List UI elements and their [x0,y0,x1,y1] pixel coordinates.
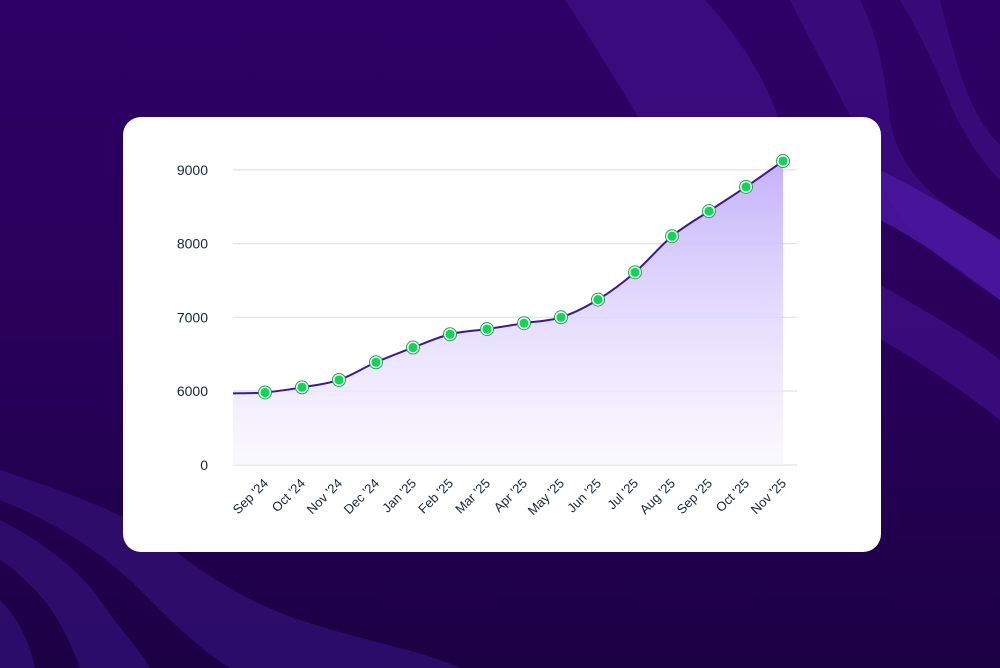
data-point-dot [630,267,640,277]
data-markers [258,154,790,400]
data-point-dot [445,329,455,339]
x-tick-label: Nov '24 [304,476,345,517]
y-tick-label: 9000 [177,162,208,178]
wave-shape [0,600,35,668]
data-point-dot [778,156,788,166]
data-point-dot [741,182,751,192]
data-point-dot [297,382,307,392]
x-tick-label: Sep '25 [674,476,715,517]
data-point-dot [260,387,270,398]
x-tick-label: Nov '25 [748,476,789,517]
data-point-dot [482,324,492,334]
data-point-dot [519,318,529,328]
x-tick-label: Jun '25 [564,476,604,516]
x-tick-label: Oct '24 [269,476,308,515]
data-point-dot [593,295,603,305]
x-tick-label: Oct '25 [713,476,752,515]
data-point-dot [334,375,344,385]
y-axis-ticks: 9000 8000 7000 6000 0 [177,162,208,473]
data-point-dot [667,231,677,241]
x-tick-label: Sep '24 [230,476,271,517]
data-point-dot [556,312,566,322]
x-tick-label: Mar '25 [452,476,493,517]
y-tick-label: 8000 [177,236,208,252]
wave-shape [0,470,460,668]
wave-shape [0,520,150,668]
y-tick-label: 7000 [177,309,208,325]
data-point-dot [704,206,714,216]
data-point-dot [371,357,381,367]
x-tick-label: Dec '24 [341,476,382,517]
x-tick-label: May '25 [525,476,568,519]
x-tick-label: Apr '25 [491,476,530,515]
area-fill [233,161,783,465]
data-line [232,160,784,395]
x-tick-label: Jan '25 [379,476,419,516]
y-tick-label: 0 [200,457,208,473]
x-tick-label: Feb '25 [415,476,456,517]
x-tick-label: Jul '25 [604,476,641,513]
x-tick-label: Aug '25 [637,476,678,517]
wave-shape [900,0,1000,180]
data-point-dot [408,342,418,353]
wave-shape [880,170,1000,300]
y-tick-label: 6000 [177,383,208,399]
